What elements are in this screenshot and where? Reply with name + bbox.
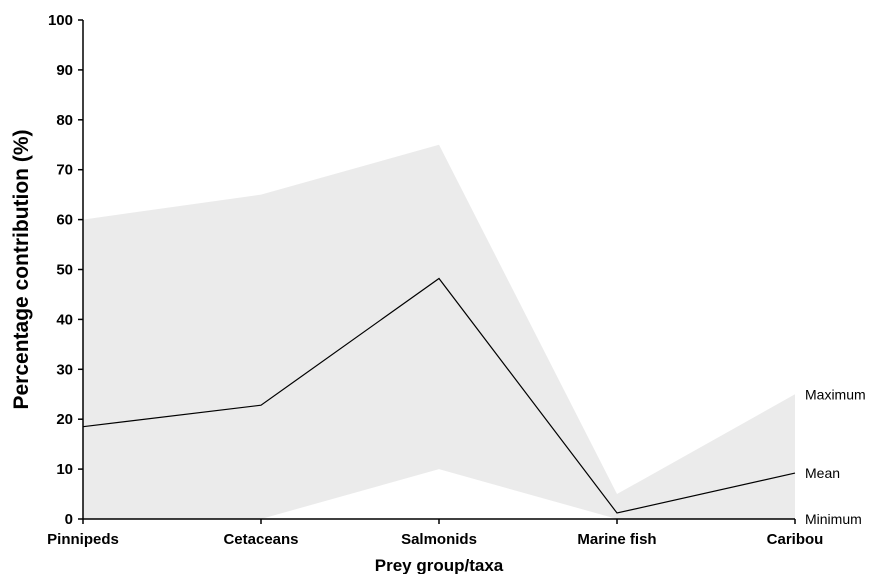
series-label-mean: Mean: [805, 465, 840, 481]
x-tick-label-caribou: Caribou: [767, 531, 824, 548]
y-tick-label-60: 60: [56, 212, 73, 229]
series-label-minimum: Minimum: [805, 511, 862, 527]
x-tick-label-salmonids: Salmonids: [401, 531, 477, 548]
x-tick-label-pinnipeds: Pinnipeds: [47, 531, 119, 548]
series-label-maximum: Maximum: [805, 386, 866, 402]
y-tick-label-70: 70: [56, 162, 73, 179]
y-tick-label-50: 50: [56, 262, 73, 279]
range-band-area: [83, 145, 795, 519]
x-tick-label-cetaceans: Cetaceans: [223, 531, 298, 548]
y-axis-title: Percentage contribution (%): [10, 129, 33, 409]
x-tick-label-marine-fish: Marine fish: [577, 531, 656, 548]
y-tick-label-20: 20: [56, 411, 73, 428]
y-tick-label-100: 100: [48, 12, 73, 29]
y-tick-label-10: 10: [56, 461, 73, 478]
y-tick-label-40: 40: [56, 311, 73, 328]
x-axis-title: Prey group/taxa: [375, 556, 504, 574]
y-tick-label-30: 30: [56, 361, 73, 378]
y-tick-label-80: 80: [56, 112, 73, 129]
y-tick-label-0: 0: [65, 511, 73, 528]
y-tick-label-90: 90: [56, 62, 73, 79]
